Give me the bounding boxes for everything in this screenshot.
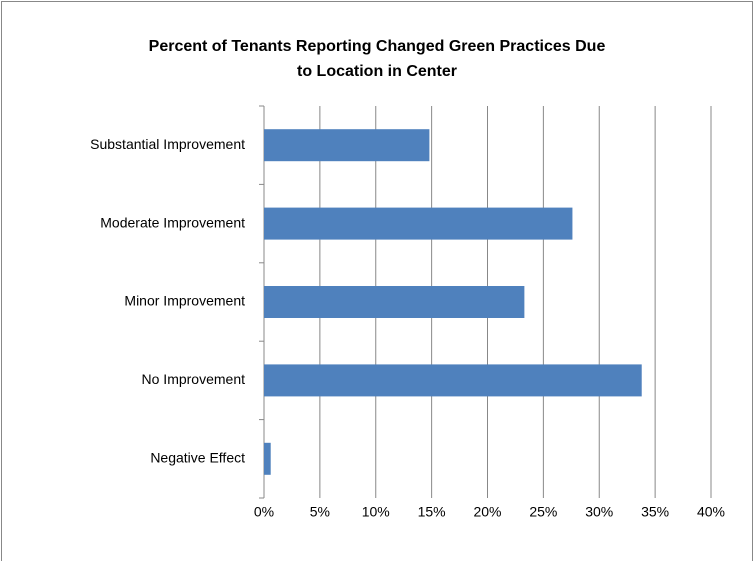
chart-title: to Location in Center [297, 63, 457, 80]
x-tick-label: 20% [473, 504, 501, 520]
bar [264, 129, 430, 162]
bar [264, 442, 271, 475]
x-tick-label: 5% [310, 504, 330, 520]
y-tick-label: Minor Improvement [124, 293, 245, 309]
chart-title: Percent of Tenants Reporting Changed Gre… [149, 38, 606, 55]
x-tick-label: 35% [641, 504, 669, 520]
y-tick-label: Negative Effect [150, 450, 245, 466]
y-tick-label: No Improvement [142, 371, 246, 387]
y-tick-label: Moderate Improvement [100, 214, 245, 230]
x-tick-label: 25% [529, 504, 557, 520]
bar [264, 286, 525, 318]
x-tick-label: 10% [362, 504, 390, 520]
bar [264, 364, 642, 397]
x-tick-label: 30% [585, 504, 613, 520]
bar [264, 207, 573, 240]
x-tick-label: 40% [697, 504, 725, 520]
x-tick-label: 15% [418, 504, 446, 520]
x-tick-label: 0% [254, 504, 274, 520]
y-tick-label: Substantial Improvement [90, 136, 245, 152]
